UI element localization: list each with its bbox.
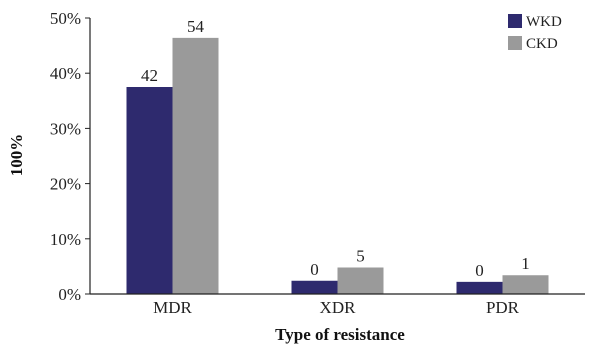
legend-swatch-ckd	[508, 36, 522, 50]
bar-wkd-xdr	[291, 280, 338, 294]
legend-label-ckd: CKD	[526, 36, 558, 52]
data-label: 1	[521, 254, 530, 273]
y-tick-label: 30%	[50, 119, 81, 138]
x-tick-label: XDR	[320, 298, 357, 317]
y-tick-label: 0%	[58, 285, 81, 304]
x-axis-ticks: MDR XDR PDR	[153, 298, 520, 317]
bar-ckd-mdr	[172, 37, 219, 294]
y-tick-label: 10%	[50, 230, 81, 249]
data-label: 0	[310, 260, 319, 279]
data-label: 42	[141, 66, 158, 85]
y-tick-label: 20%	[50, 175, 81, 194]
x-tick-label: PDR	[486, 298, 520, 317]
data-label: 54	[187, 17, 205, 36]
bars	[126, 37, 549, 294]
legend-swatch-wkd	[508, 14, 522, 28]
data-label: 0	[475, 261, 484, 280]
bar-ckd-xdr	[337, 267, 384, 294]
y-tick-label: 40%	[50, 64, 81, 83]
bar-wkd-mdr	[126, 87, 173, 294]
x-axis-title: Type of resistance	[275, 325, 405, 344]
data-label: 5	[356, 247, 365, 266]
y-axis-ticks: 0% 10% 20% 30% 40% 50%	[50, 9, 90, 304]
x-tick-label: MDR	[153, 298, 192, 317]
data-labels: 42 54 0 5 0 1	[141, 17, 530, 280]
y-axis-title: 100%	[7, 134, 26, 177]
bar-wkd-pdr	[456, 281, 503, 294]
bar-ckd-pdr	[502, 275, 549, 294]
y-tick-label: 50%	[50, 9, 81, 28]
legend: WKD CKD	[508, 14, 562, 52]
legend-label-wkd: WKD	[526, 14, 562, 30]
